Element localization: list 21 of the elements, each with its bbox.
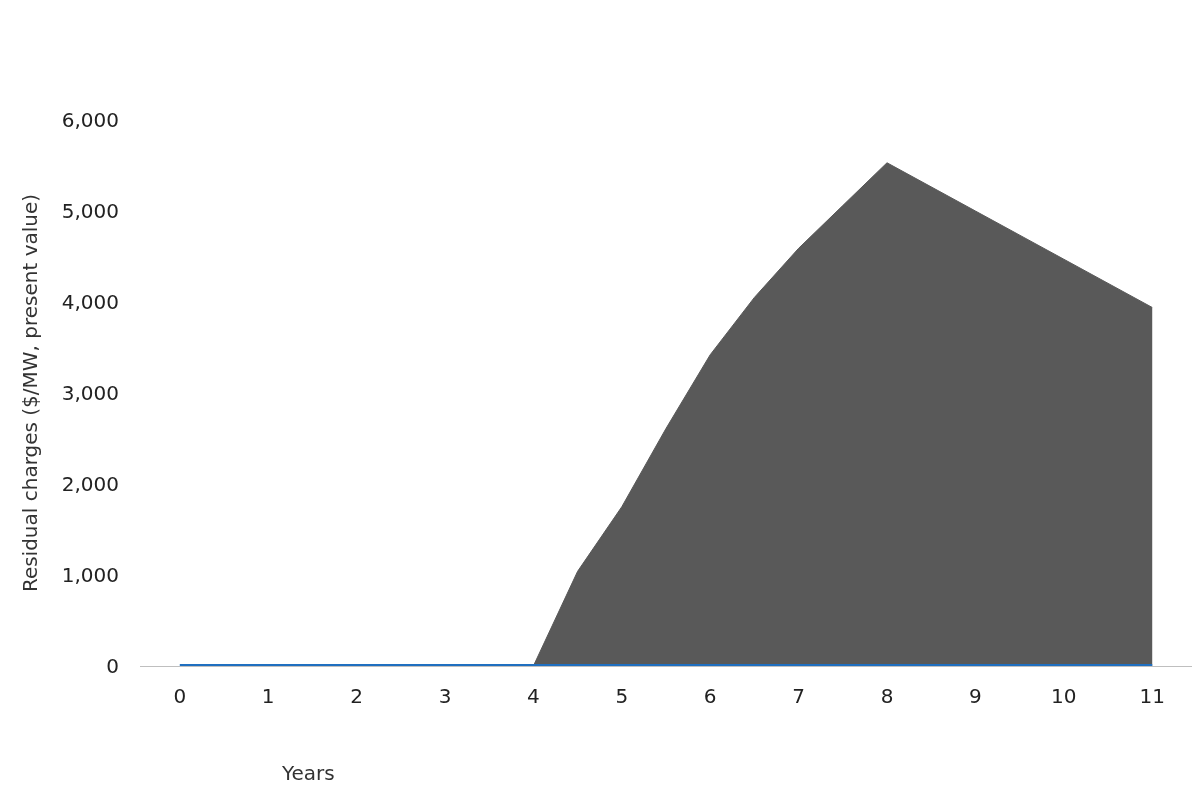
x-tick-label: 4: [527, 684, 540, 708]
y-tick-label: 1,000: [61, 563, 119, 587]
y-tick-label: 0: [106, 654, 119, 678]
x-tick-label: 9: [969, 684, 982, 708]
x-tick-label: 3: [438, 684, 452, 708]
x-tick-label: 7: [792, 684, 805, 708]
y-tick-label: 3,000: [61, 381, 119, 405]
x-tick-label: 11: [1139, 684, 1165, 708]
y-tick-label: 6,000: [61, 108, 119, 132]
y-axis-title: Residual charges ($/MW, present value): [18, 193, 43, 593]
y-tick-label: 4,000: [61, 290, 119, 314]
x-tick-label: 0: [173, 684, 187, 708]
x-tick-label: 6: [703, 684, 717, 708]
x-tick-label: 10: [1051, 684, 1077, 708]
x-tick-label: 8: [880, 684, 894, 708]
x-tick-label: 5: [615, 684, 629, 708]
x-tick-label: 2: [350, 684, 363, 708]
y-tick-label: 5,000: [61, 199, 119, 223]
x-axis-title: Years: [281, 761, 335, 785]
x-tick-label: 1: [261, 684, 275, 708]
y-tick-label: 2,000: [61, 472, 119, 496]
